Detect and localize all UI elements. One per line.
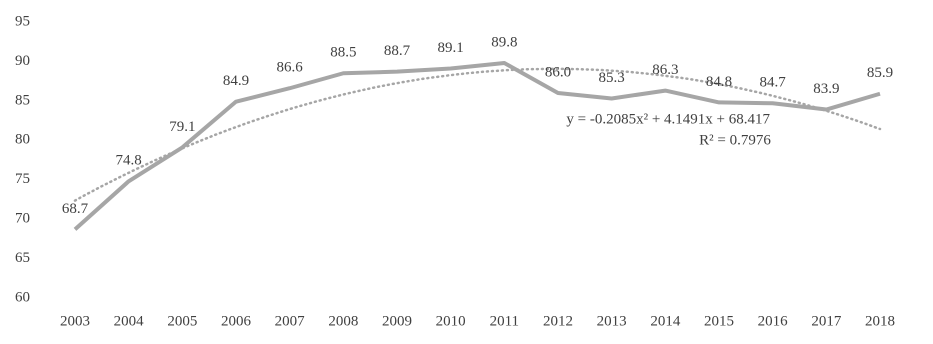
x-tick-label: 2005 <box>167 313 197 329</box>
x-tick-label: 2018 <box>865 313 895 329</box>
data-label: 85.3 <box>599 70 625 86</box>
data-label: 89.8 <box>491 34 517 50</box>
data-label: 86.3 <box>652 62 678 78</box>
data-label: 83.9 <box>813 81 839 97</box>
y-tick-label: 90 <box>15 53 30 69</box>
y-tick-label: 80 <box>15 132 30 148</box>
data-label: 86.0 <box>545 64 571 80</box>
y-tick-label: 95 <box>15 13 30 29</box>
data-label: 88.5 <box>330 45 356 61</box>
data-label: 68.7 <box>62 201 89 217</box>
data-label: 79.1 <box>169 119 195 135</box>
data-label: 88.7 <box>384 43 411 59</box>
x-tick-label: 2016 <box>758 313 789 329</box>
y-tick-label: 60 <box>15 289 30 305</box>
x-tick-label: 2004 <box>114 313 145 329</box>
y-tick-label: 75 <box>15 171 30 187</box>
x-tick-label: 2015 <box>704 313 734 329</box>
trend-r-squared: R² = 0.7976 <box>699 132 771 148</box>
y-tick-label: 65 <box>15 250 30 266</box>
trend-equation: y = -0.2085x² + 4.1491x + 68.417 <box>566 111 770 127</box>
x-tick-label: 2014 <box>650 313 681 329</box>
x-tick-label: 2007 <box>275 313 306 329</box>
data-label: 84.9 <box>223 73 249 89</box>
data-label: 84.7 <box>760 75 787 91</box>
data-label: 86.6 <box>277 60 304 76</box>
x-tick-label: 2006 <box>221 313 252 329</box>
data-label: 84.8 <box>706 74 732 90</box>
x-tick-label: 2010 <box>436 313 466 329</box>
x-tick-label: 2012 <box>543 313 573 329</box>
y-tick-label: 70 <box>15 211 30 227</box>
x-tick-label: 2017 <box>811 313 842 329</box>
x-tick-label: 2008 <box>328 313 358 329</box>
data-label: 85.9 <box>867 65 893 81</box>
x-tick-label: 2011 <box>490 313 519 329</box>
data-line <box>73 61 881 231</box>
x-tick-label: 2003 <box>60 313 90 329</box>
trendline <box>73 67 882 202</box>
y-tick-label: 85 <box>15 92 30 108</box>
x-tick-label: 2013 <box>597 313 627 329</box>
data-label: 89.1 <box>438 40 464 56</box>
x-tick-label: 2009 <box>382 313 412 329</box>
data-label: 74.8 <box>116 153 142 169</box>
